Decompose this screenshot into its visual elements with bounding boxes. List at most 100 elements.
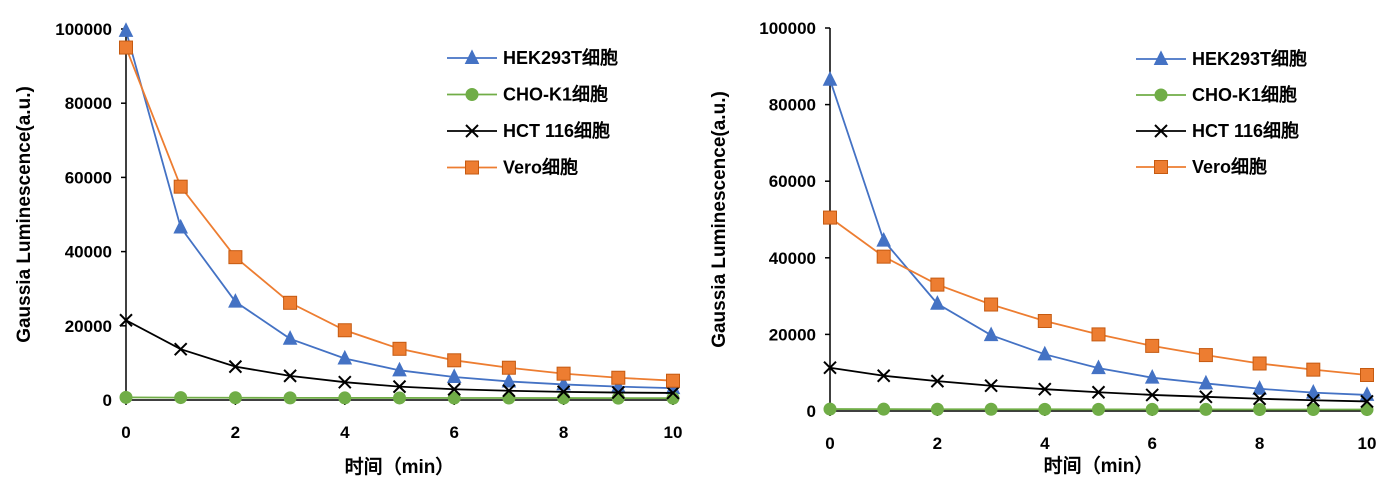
x-tick-label: 0 [825,434,834,453]
x-tick-label: 2 [933,434,942,453]
legend-marker [465,88,479,101]
data-point [1091,327,1106,342]
data-point [283,369,297,383]
data-point [228,250,243,265]
y-tick-label: 0 [807,402,816,421]
data-point [983,326,999,342]
data-point [876,231,892,247]
legend-item: Vero细胞 [1136,156,1267,177]
legend-item: HCT 116细胞 [447,120,610,141]
x-axis-title: 时间（min） [1044,454,1154,477]
data-point [823,402,837,416]
x-tick-label: 10 [1358,434,1377,453]
data-point [119,40,133,55]
data-point [1253,402,1267,416]
legend-label: HEK293T细胞 [1192,48,1307,69]
x-axis-title: 时间（min） [345,455,455,478]
y-tick-label: 60000 [769,172,816,191]
data-point [1199,390,1213,404]
x-tick-label: 4 [1040,434,1050,453]
data-point [823,210,837,225]
legend-marker [1154,124,1168,138]
data-point [1360,367,1374,382]
y-tick-label: 40000 [65,243,112,262]
data-point [118,22,134,37]
series-line [829,216,1368,376]
data-point [282,330,298,345]
data-point [1198,348,1213,363]
legend-marker [1154,160,1168,174]
x-tick-label: 6 [449,423,458,442]
data-point [173,342,188,356]
series-2 [119,390,680,405]
data-point [501,360,516,375]
y-axis-title: Gaussia Luminescence(a.u.) [14,86,35,343]
data-point [1038,402,1052,416]
data-point [556,366,571,381]
chart-panel-1: 0 20000 40000 60000 80000 100000 0 2 4 6 8 10 时间（min… [14,20,682,478]
data-point [446,368,462,383]
x-tick-label: 8 [559,423,568,442]
data-point [393,391,406,405]
data-point [1199,402,1213,416]
data-point [876,369,891,383]
legend-label: HCT 116细胞 [503,120,610,141]
x-tick-label: 2 [231,423,240,442]
x-tick-label: 4 [340,423,350,442]
data-point [502,384,516,398]
x-tick-label: 8 [1255,434,1264,453]
series-2 [823,402,1374,416]
series-line [125,319,674,394]
data-point [337,349,353,365]
y-tick-label: 40000 [769,249,816,268]
data-point [392,361,407,377]
data-point [447,382,461,396]
data-point [1198,374,1214,390]
x-tick-label: 6 [1147,434,1156,453]
data-point [392,341,407,356]
data-point [822,71,838,86]
data-point [119,390,133,404]
data-point [392,379,407,394]
data-point [984,297,999,312]
data-point [1145,402,1159,416]
legend-marker [1153,50,1169,65]
data-point [1306,393,1321,407]
data-point [119,313,133,327]
y-tick-label: 0 [103,391,112,410]
legend-marker [465,124,479,138]
data-point [174,391,188,405]
data-point [930,295,945,310]
y-tick-label: 100000 [759,19,816,38]
data-point [501,372,517,388]
data-point [447,391,461,405]
data-point [1038,382,1052,396]
y-tick-label: 20000 [65,317,112,336]
legend-marker [464,49,480,64]
data-point [1360,402,1374,416]
data-point [611,370,626,385]
legend-marker [1154,88,1168,102]
data-point [556,385,571,399]
y-tick-label: 80000 [769,96,816,115]
series-1 [118,22,681,395]
data-point [1145,388,1159,402]
data-point [1252,356,1267,371]
legend-item: HEK293T细胞 [447,47,618,68]
legend-label: Vero细胞 [503,157,578,178]
data-point [557,391,571,405]
data-point [930,402,944,416]
data-point [877,402,891,416]
data-point [1306,362,1321,377]
data-point [338,391,352,405]
legend-item: CHO-K1细胞 [1136,84,1297,105]
series-4 [823,210,1374,382]
data-point [1360,394,1374,409]
data-point [228,359,243,374]
series-3 [823,361,1374,409]
legend-label: Vero细胞 [1192,156,1267,177]
data-point [984,402,998,416]
data-point [984,379,998,393]
x-tick-label: 0 [121,423,130,442]
